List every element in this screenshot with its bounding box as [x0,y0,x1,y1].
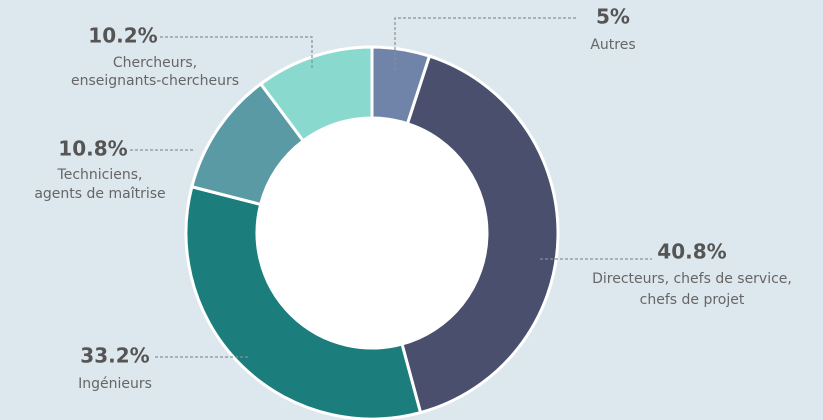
category-label: Directeurs, chefs de service, [592,271,792,287]
category-label: chefs de projet [640,292,745,308]
value-label: 10.8% [58,137,127,161]
category-label: agents de maîtrise [34,186,165,202]
donut-segment [184,184,423,420]
value-label: 10.2% [88,24,157,48]
category-label: Chercheurs, [113,55,197,71]
value-label: 5% [596,5,630,29]
donut-hole [258,119,486,347]
category-label: Autres [590,37,635,53]
value-label: 40.8% [657,240,726,264]
donut-segment [400,54,560,415]
category-label: enseignants-chercheurs [71,73,239,89]
donut-segment [258,45,374,143]
value-label: 33.2% [80,344,149,368]
category-label: Techniciens, [57,167,143,183]
category-label: Ingénieurs [78,376,152,392]
leader-line [160,36,313,70]
leader-line [394,17,578,70]
